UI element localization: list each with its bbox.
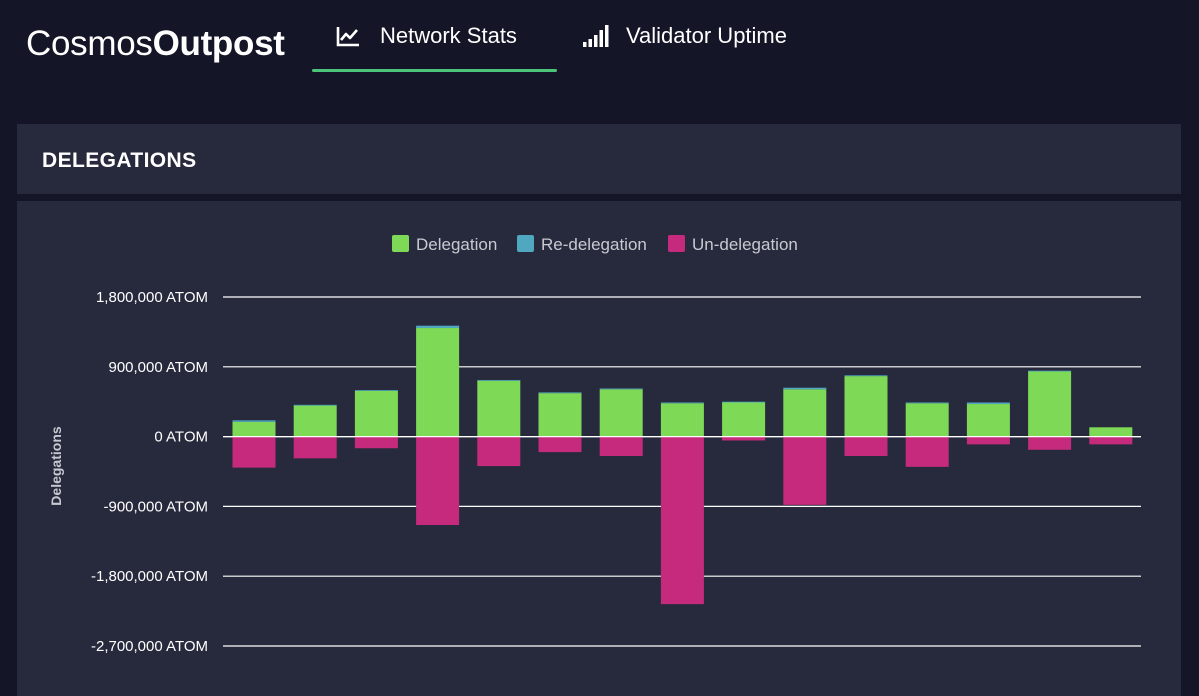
delegations-chart-panel: 1,800,000 ATOM 900,000 ATOM 0 ATOM -900,000… (17, 201, 1181, 696)
brand-logo[interactable]: CosmosOutpost (26, 24, 285, 64)
bar-re-delegation (905, 402, 949, 404)
bar-re-delegation (966, 402, 1010, 405)
bar-delegation (293, 405, 337, 437)
bar-re-delegation (783, 387, 827, 390)
panel-title: DELEGATIONS (42, 149, 197, 172)
y-tick-label: -900,000 ATOM (103, 498, 208, 515)
bar-delegation (1028, 371, 1072, 437)
bar-delegation (905, 403, 949, 437)
bar-un-delegation (354, 436, 398, 449)
delegations-chart: 1,800,000 ATOM 900,000 ATOM 0 ATOM -900,000… (48, 235, 1141, 655)
legend-label: Un-delegation (692, 235, 798, 254)
bar-un-delegation (722, 436, 766, 441)
bar-delegation (844, 376, 888, 437)
delegations-panel-header: DELEGATIONS (17, 124, 1181, 194)
tab-validator-uptime-label: Validator Uptime (626, 23, 787, 48)
brand-name-bold: Outpost (152, 24, 285, 63)
bar-re-delegation (1028, 370, 1072, 372)
brand-name-light: Cosmos (26, 24, 153, 63)
bar-delegation (416, 328, 460, 437)
bar-un-delegation (1089, 436, 1133, 445)
bar-delegation (783, 389, 827, 437)
y-axis-label: Delegations (48, 426, 64, 506)
bar-re-delegation (599, 388, 643, 390)
bar-un-delegation (538, 436, 582, 453)
bar-re-delegation (722, 401, 766, 403)
bar-un-delegation (966, 436, 1010, 445)
y-tick-label: -2,700,000 ATOM (91, 638, 208, 655)
legend-swatch (392, 235, 409, 252)
bar-un-delegation (477, 436, 521, 467)
y-tick-label: 0 ATOM (154, 429, 208, 446)
bar-re-delegation (538, 392, 582, 394)
bar-delegation (538, 393, 582, 437)
legend-label: Re-delegation (541, 235, 647, 254)
bar-un-delegation (416, 436, 460, 526)
bar-re-delegation (293, 404, 337, 406)
tab-network-stats[interactable]: Network Stats (312, 0, 557, 72)
bar-un-delegation (905, 436, 949, 467)
signal-bars-icon (582, 24, 609, 48)
y-tick-label: 1,800,000 ATOM (96, 289, 208, 306)
bar-delegation (232, 421, 276, 437)
bar-un-delegation (783, 436, 827, 505)
tab-validator-uptime[interactable]: Validator Uptime (582, 0, 787, 72)
active-tab-indicator (312, 69, 557, 72)
bar-delegation (660, 403, 704, 437)
bar-re-delegation (232, 420, 276, 422)
bar-un-delegation (232, 436, 276, 468)
legend-label: Delegation (416, 235, 497, 254)
bar-re-delegation (354, 390, 398, 391)
bar-re-delegation (660, 402, 704, 404)
bar-re-delegation (844, 375, 888, 377)
bar-re-delegation (477, 379, 521, 381)
bar-re-delegation (416, 325, 460, 329)
bar-un-delegation (844, 436, 888, 456)
legend-swatch (517, 235, 534, 252)
y-tick-label: -1,800,000 ATOM (91, 568, 208, 585)
line-chart-icon (336, 24, 360, 48)
y-tick-label: 900,000 ATOM (108, 359, 208, 376)
top-navigation-bar: CosmosOutpost Network Stats Validator Up… (0, 0, 1199, 92)
bar-delegation (477, 380, 521, 437)
bar-un-delegation (1028, 436, 1072, 450)
tab-network-stats-label: Network Stats (380, 23, 517, 48)
bar-un-delegation (293, 436, 337, 459)
bar-delegation (599, 389, 643, 437)
bar-un-delegation (599, 436, 643, 456)
bar-delegation (354, 390, 398, 437)
legend-swatch (668, 235, 685, 252)
bar-delegation (1089, 427, 1133, 437)
bar-delegation (722, 402, 766, 437)
bar-un-delegation (660, 436, 704, 605)
bar-delegation (966, 404, 1010, 437)
